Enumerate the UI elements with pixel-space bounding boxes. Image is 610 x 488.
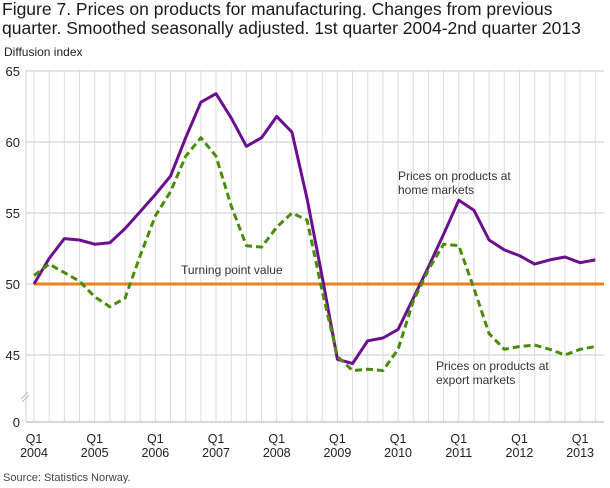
x-tick-label-year: 2012: [506, 446, 534, 460]
x-tick-label-year: 2009: [323, 446, 351, 460]
axes: 04550556065Q12004Q12005Q12006Q12007Q1200…: [6, 64, 595, 460]
x-tick-label-year: 2011: [445, 446, 472, 460]
series-lines: [32, 92, 596, 373]
x-tick-label-year: 2010: [384, 446, 412, 460]
x-tick-label-quarter: Q1: [329, 432, 346, 446]
series-export-markets-line: [33, 136, 596, 373]
annotation-export-line1: Prices on products at: [436, 359, 549, 373]
x-tick-label-quarter: Q1: [572, 432, 589, 446]
x-tick-label-year: 2007: [202, 446, 230, 460]
x-tick-label-year: 2006: [141, 446, 169, 460]
x-tick-label-quarter: Q1: [390, 432, 407, 446]
reference-line-label: Turning point value: [181, 263, 283, 277]
x-tick-label-quarter: Q1: [511, 432, 528, 446]
x-tick-label-year: 2013: [566, 446, 594, 460]
y-tick-label: 60: [6, 135, 20, 150]
x-tick-label-quarter: Q1: [450, 432, 467, 446]
x-tick-label-quarter: Q1: [26, 432, 43, 446]
source-note: Source: Statistics Norway.: [3, 472, 131, 484]
annotation-home-line1: Prices on products at: [398, 169, 511, 183]
y-axis-label: Diffusion index: [4, 45, 83, 59]
annotation-export-line2: export markets: [436, 373, 515, 387]
x-tick-label-year: 2004: [20, 446, 48, 460]
x-tick-label-year: 2005: [81, 446, 109, 460]
x-tick-label-quarter: Q1: [268, 432, 285, 446]
x-tick-label-quarter: Q1: [86, 432, 103, 446]
chart-title: Figure 7. Prices on products for manufac…: [2, 0, 581, 38]
series-home-markets-line: [32, 92, 596, 365]
x-tick-label-quarter: Q1: [147, 432, 164, 446]
axis-break-mark: [20, 391, 29, 400]
y-tick-label: 50: [6, 277, 20, 292]
annotation-home-line2: home markets: [398, 183, 474, 197]
y-tick-label: 45: [6, 348, 20, 363]
y-tick-label: 0: [13, 415, 20, 430]
axis-break-mark: [21, 394, 30, 403]
grid: [26, 70, 604, 423]
x-tick-label-quarter: Q1: [208, 432, 225, 446]
y-tick-label: 55: [6, 206, 20, 221]
x-tick-label-year: 2008: [263, 446, 291, 460]
y-tick-label: 65: [6, 64, 20, 79]
